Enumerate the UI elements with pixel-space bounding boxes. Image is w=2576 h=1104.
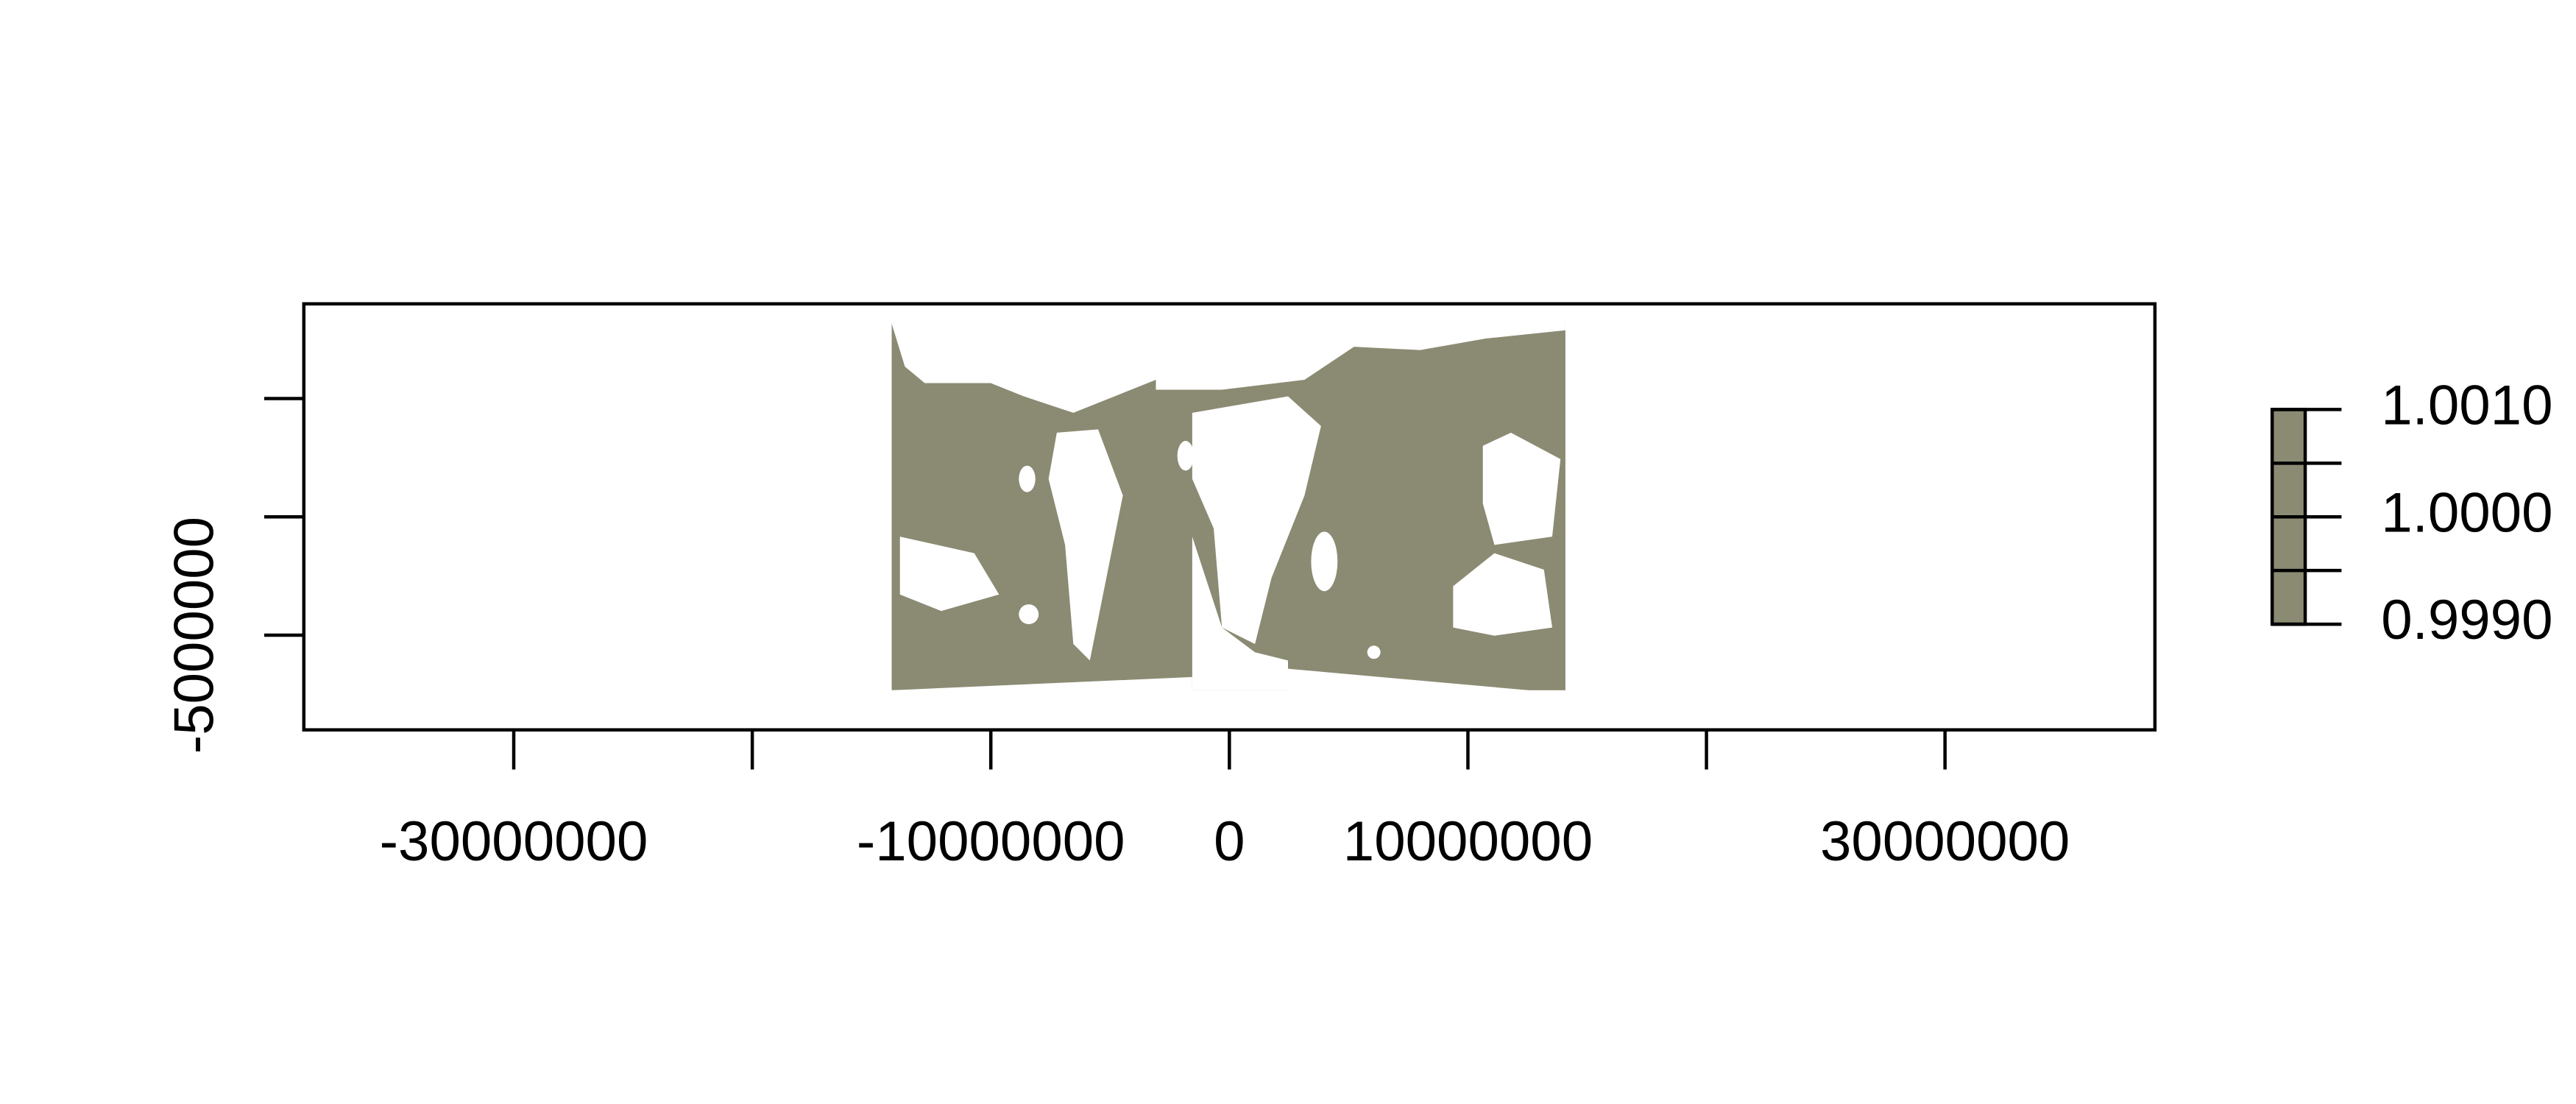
raster bbox=[891, 314, 1565, 727]
gap bbox=[1019, 465, 1036, 492]
raster-gaps bbox=[891, 314, 1565, 727]
gap bbox=[1453, 553, 1552, 636]
legend-tick-label: 1.0010 bbox=[2381, 375, 2552, 437]
x-tick-label: 0 bbox=[1214, 810, 1245, 873]
gap bbox=[1367, 645, 1381, 659]
x-tick-label: 30000000 bbox=[1820, 810, 2070, 873]
x-tick-label: -30000000 bbox=[380, 810, 648, 873]
gap bbox=[1192, 537, 1288, 690]
gap bbox=[891, 314, 1156, 413]
gap bbox=[1482, 432, 1561, 545]
gap bbox=[1048, 429, 1123, 661]
gap bbox=[891, 676, 1192, 727]
legend-tick-label: 0.9990 bbox=[2381, 589, 2552, 651]
gap bbox=[1177, 441, 1195, 471]
gap bbox=[899, 537, 999, 612]
gap bbox=[1192, 396, 1321, 645]
gap bbox=[1019, 604, 1039, 625]
legend-tick-label: 1.0000 bbox=[2381, 481, 2552, 544]
x-tick-label: 10000000 bbox=[1343, 810, 1593, 873]
gap bbox=[1288, 668, 1565, 727]
x-tick-label: -10000000 bbox=[857, 810, 1125, 873]
gap bbox=[1156, 314, 1565, 390]
gap bbox=[1311, 531, 1338, 592]
y-tick-label: -5000000 bbox=[163, 517, 225, 754]
